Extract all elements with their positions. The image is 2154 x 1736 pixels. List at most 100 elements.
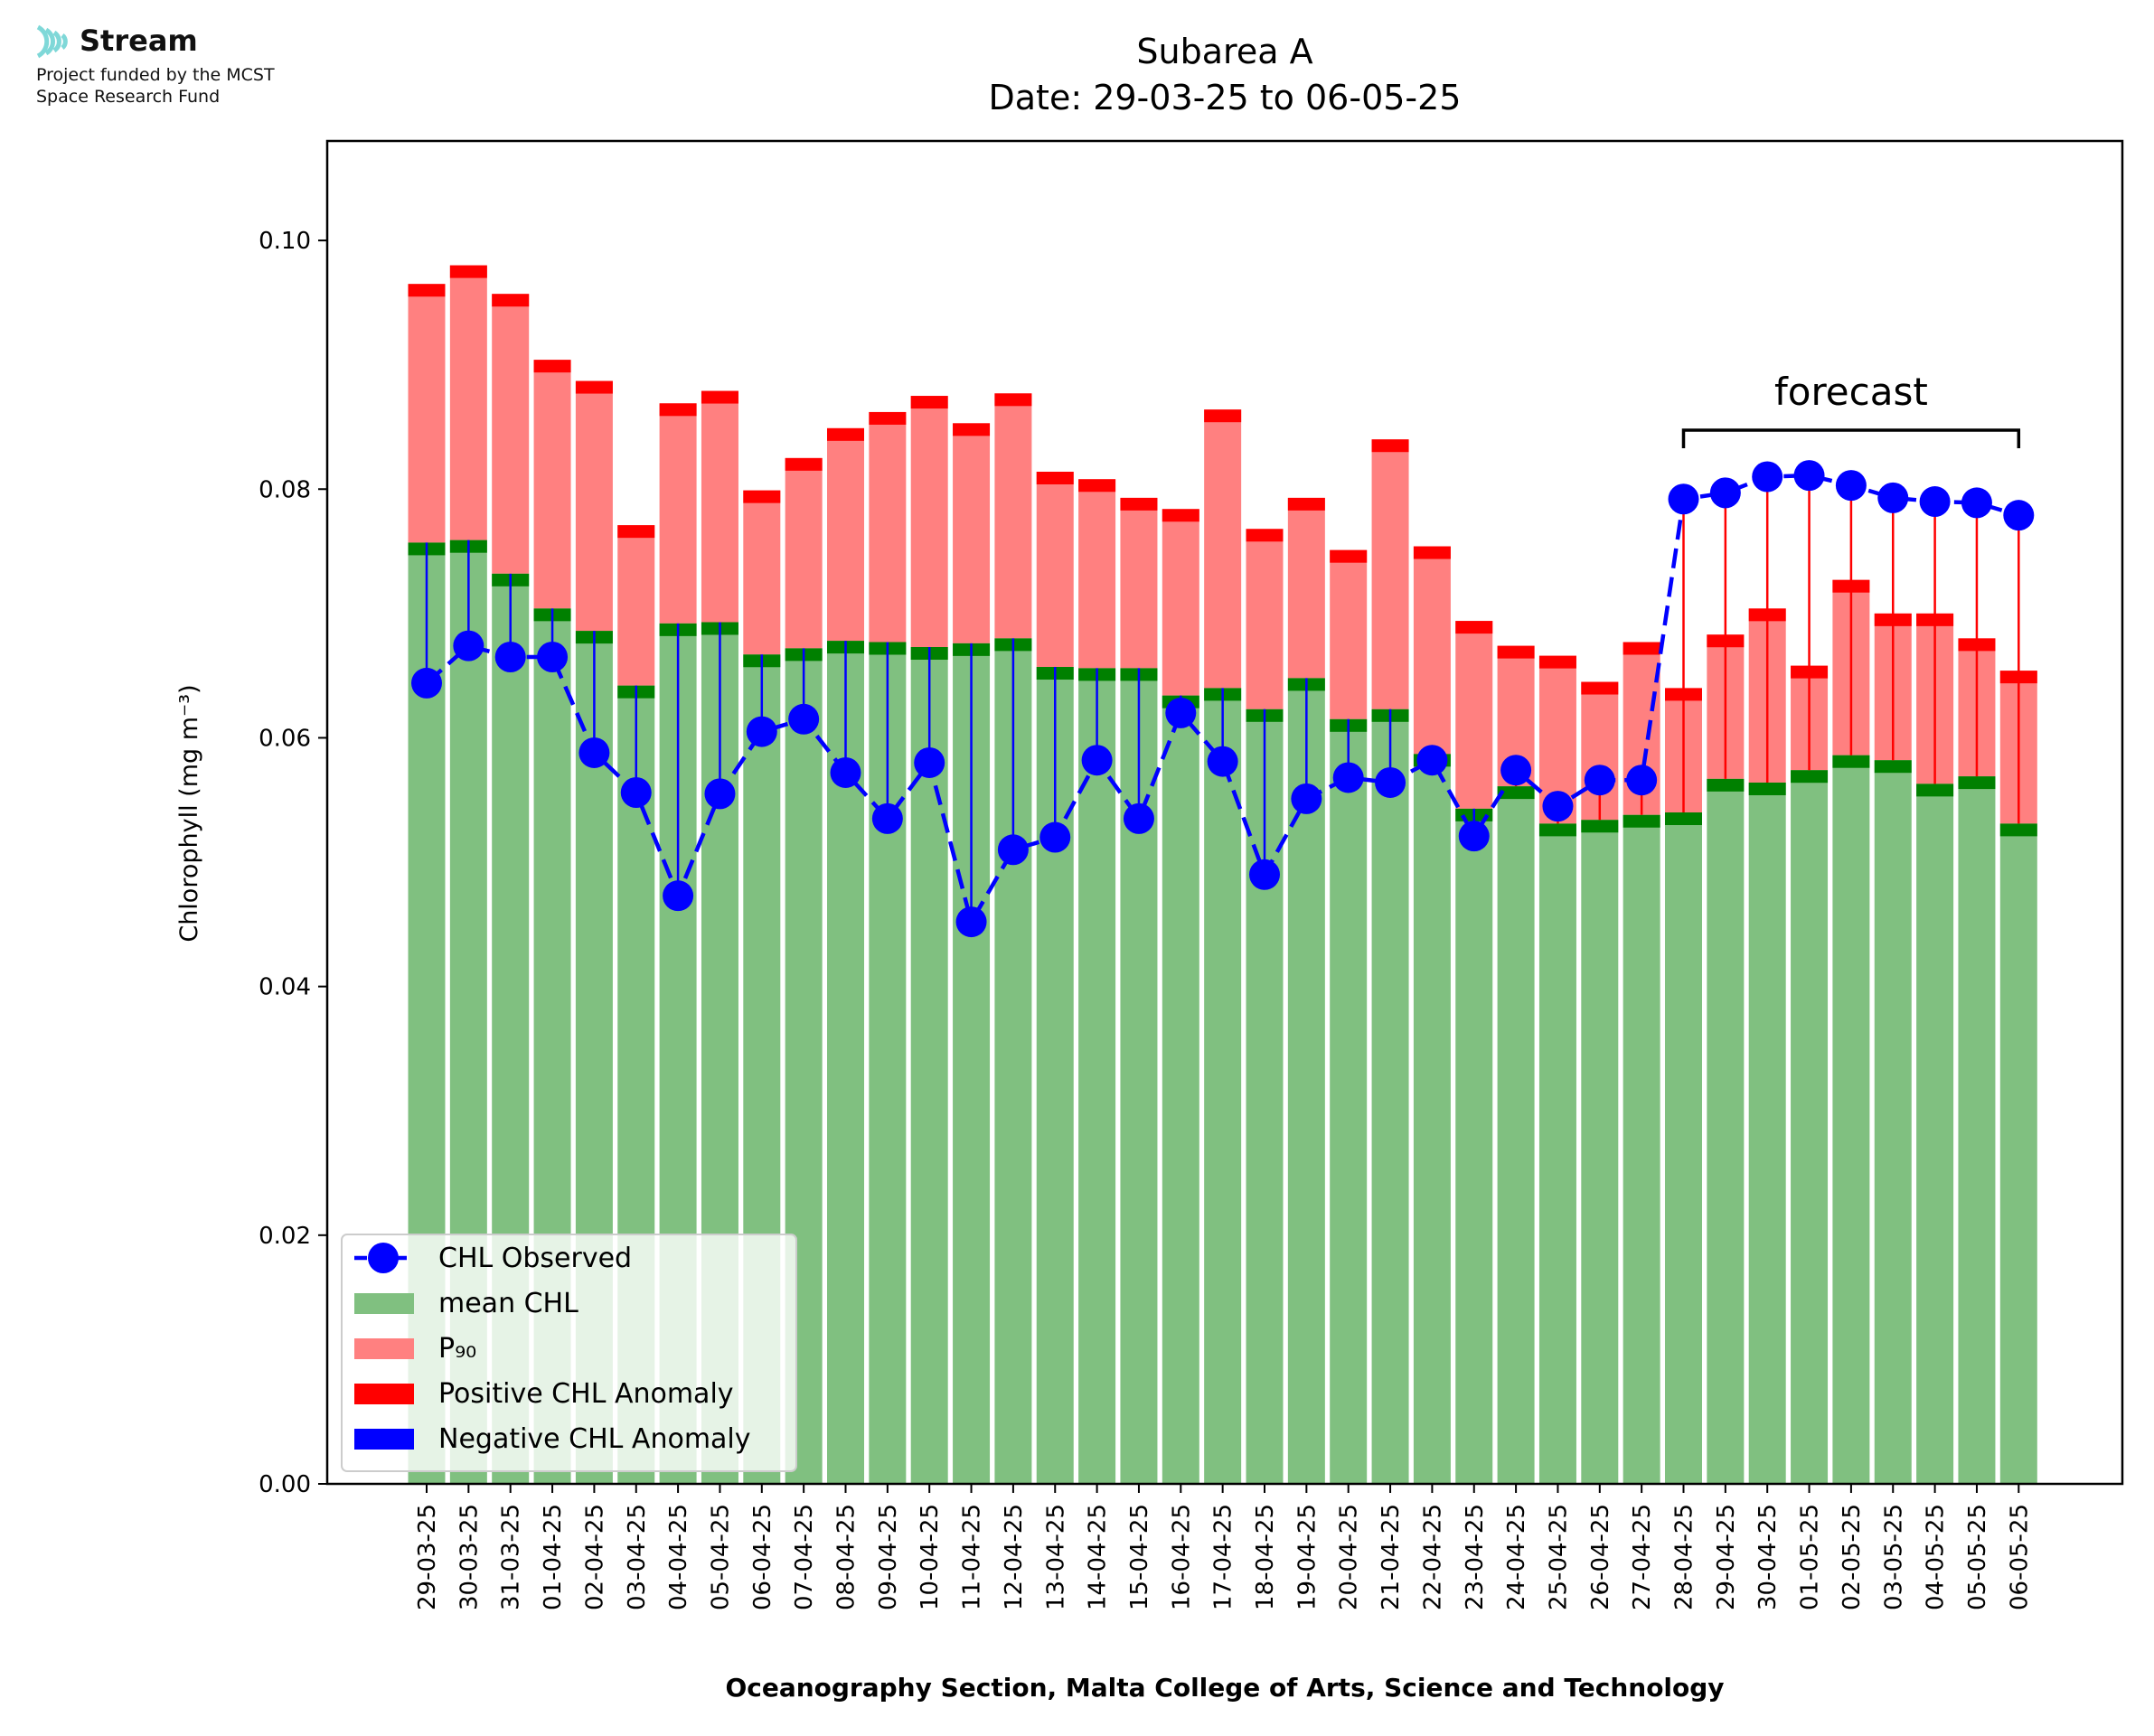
chl-observed-point xyxy=(1877,482,1909,513)
legend: CHL Observed mean CHL P₉₀ Positive CHL Anom… xyxy=(341,1234,797,1472)
p90-cap xyxy=(1120,497,1158,511)
y-axis-label: Chlorophyll (mg m⁻³) xyxy=(175,684,203,942)
forecast-annotation: forecast xyxy=(1774,370,1928,414)
x-tick-label: 19-04-25 xyxy=(1293,1504,1321,1610)
mean-chl-cap xyxy=(1581,820,1619,833)
p90-cap xyxy=(1078,479,1116,493)
chl-observed-point xyxy=(914,746,945,778)
p90-bar xyxy=(617,525,655,686)
legend-label: Negative CHL Anomaly xyxy=(438,1423,751,1455)
p90-bar xyxy=(659,403,697,624)
p90-bar xyxy=(910,396,948,648)
p90-bar xyxy=(953,423,991,643)
chl-observed-point xyxy=(411,667,442,699)
p90-cap xyxy=(492,294,530,307)
mean-chl-cap xyxy=(1497,786,1535,800)
y-tick-label: 0.06 xyxy=(259,725,311,752)
chl-observed-point xyxy=(955,906,987,938)
x-tick-label: 02-05-25 xyxy=(1839,1504,1866,1610)
p90-cap xyxy=(1287,497,1325,511)
x-tick-label: 01-05-25 xyxy=(1797,1504,1824,1610)
x-tick-label: 05-04-25 xyxy=(707,1504,734,1610)
x-tick-label: 30-03-25 xyxy=(456,1504,483,1610)
legend-box xyxy=(341,1234,797,1472)
chl-observed-point xyxy=(2003,500,2035,531)
chl-observed-point xyxy=(1081,745,1113,776)
x-tick-label: 29-04-25 xyxy=(1713,1504,1740,1610)
p90-cap xyxy=(1036,471,1074,484)
p90-cap xyxy=(1455,621,1493,634)
x-tick-label: 25-04-25 xyxy=(1545,1504,1572,1610)
mean-chl-bar xyxy=(1162,695,1199,1484)
p90-bar xyxy=(1078,479,1116,669)
chl-observed-point xyxy=(788,703,820,735)
mean-chl-bar xyxy=(1791,770,1829,1484)
mean-chl-cap xyxy=(1874,760,1912,774)
p90-cap xyxy=(701,390,738,404)
p90-bar xyxy=(785,457,823,649)
x-tick-label: 20-04-25 xyxy=(1336,1504,1363,1610)
mean-chl-bar xyxy=(1916,784,1954,1484)
x-tick-label: 12-04-25 xyxy=(1001,1504,1028,1610)
p90-bar xyxy=(1204,409,1242,689)
chart-subtitle: Date: 29-03-25 to 06-05-25 xyxy=(989,78,1462,117)
p90-bar xyxy=(533,360,571,609)
chl-observed-point xyxy=(1165,697,1197,728)
mean-chl-cap xyxy=(1623,814,1660,828)
chl-observed-point xyxy=(1752,461,1783,493)
chl-observed-point xyxy=(871,802,903,834)
mean-chl-bar xyxy=(1455,808,1493,1484)
mean-chl-bar xyxy=(1958,776,1996,1484)
mean-chl-bar xyxy=(1748,782,1786,1484)
p90-bar xyxy=(408,284,446,543)
p90-cap xyxy=(994,393,1032,407)
x-tick-label: 03-05-25 xyxy=(1880,1504,1907,1610)
chl-observed-line xyxy=(425,473,2019,927)
x-tick-label: 07-04-25 xyxy=(791,1504,818,1610)
chl-observed-point xyxy=(1039,821,1071,853)
plot-frame xyxy=(325,139,2124,1486)
p90-cap xyxy=(575,380,613,394)
chl-observed-point xyxy=(578,737,610,768)
forecast-bracket xyxy=(1681,428,2021,448)
x-tick-label: 04-04-25 xyxy=(665,1504,692,1610)
mean-chl-cap xyxy=(1791,770,1829,784)
funding-line-2: Space Research Fund xyxy=(36,87,221,107)
mean-chl-cap xyxy=(1958,776,1996,790)
x-tick-label: 01-04-25 xyxy=(540,1504,567,1610)
chl-observed-point xyxy=(1668,483,1699,515)
x-tick-label: 11-04-25 xyxy=(959,1504,986,1610)
p90-bar xyxy=(449,265,487,540)
chl-observed-point xyxy=(830,756,861,788)
mean-chl-cap xyxy=(1707,778,1745,792)
funding-line-1: Project funded by the MCST xyxy=(36,65,275,85)
legend-label: mean CHL xyxy=(438,1288,578,1319)
mean-chl-cap xyxy=(1916,784,1954,797)
p90-bar xyxy=(827,427,864,642)
chl-observed-point xyxy=(1835,470,1867,502)
chl-observed-point xyxy=(1626,765,1658,796)
p90-cap xyxy=(1246,529,1284,542)
mean-chl-cap xyxy=(1999,823,2037,837)
p90-bar xyxy=(1371,439,1409,709)
chl-observed-point xyxy=(1332,762,1364,793)
chl-observed-point xyxy=(1793,460,1825,492)
x-tick-label: 05-05-25 xyxy=(1964,1504,1991,1610)
p90-cap xyxy=(1538,655,1576,669)
x-tick-label: 17-04-25 xyxy=(1210,1504,1237,1610)
x-tick-label: 18-04-25 xyxy=(1252,1504,1279,1610)
x-tick-label: 08-04-25 xyxy=(833,1504,861,1610)
chl-observed-point xyxy=(1249,859,1280,890)
p90-cap xyxy=(533,360,571,373)
p90-cap xyxy=(1581,681,1619,695)
chl-observed-point xyxy=(1123,802,1154,834)
x-tick-label: 13-04-25 xyxy=(1042,1504,1069,1610)
x-tick-label: 24-04-25 xyxy=(1503,1504,1530,1610)
mean-chl-bar xyxy=(1204,688,1242,1484)
p90-bar xyxy=(1246,529,1284,709)
stream-logo: Stream Project funded by the MCST Space … xyxy=(34,22,275,107)
p90-cap xyxy=(785,457,823,471)
mean-chl-bar xyxy=(1999,823,2037,1484)
p90-cap xyxy=(1413,546,1451,559)
y-tick-label: 0.00 xyxy=(259,1471,311,1498)
